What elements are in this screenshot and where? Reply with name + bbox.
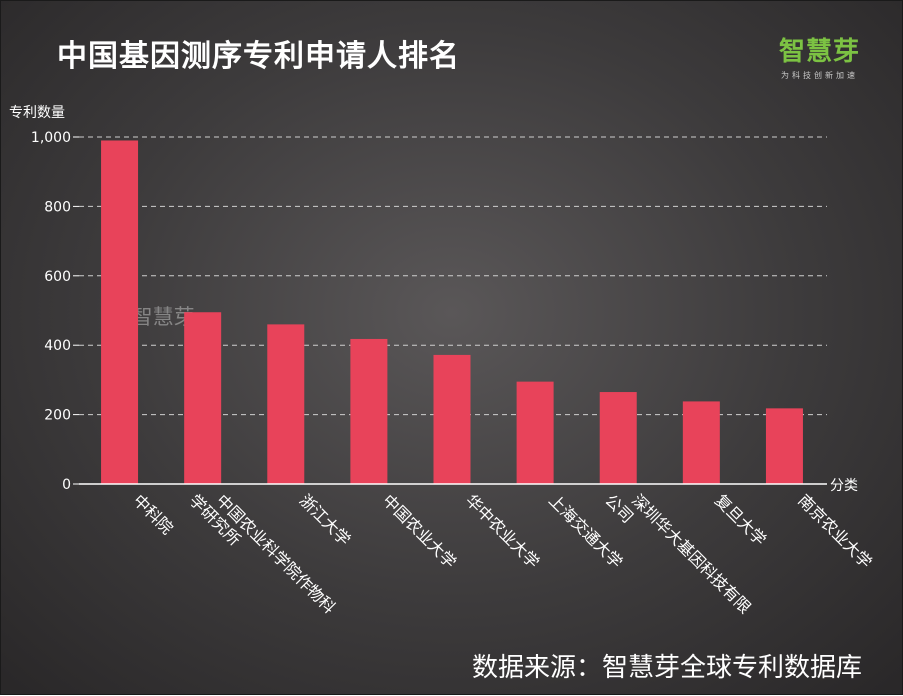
x-tick-label-line: 中国农业大学 [379,491,460,572]
y-tick-label: 600 [44,269,71,285]
x-tick-label: 华中农业大学 [462,491,543,572]
bars [101,140,803,484]
x-tick-label-line: 浙江大学 [296,491,355,550]
brand-name: 智慧芽 [778,37,860,67]
y-tick-label: 0 [62,477,71,493]
brand-slogan: 为科技创新加速 [780,71,858,80]
x-tick-label-line: 华中农业大学 [462,491,543,572]
x-tick-label: 中国农业大学 [379,491,460,572]
bar [765,408,803,484]
brand-logo: 智慧芽 为科技创新加速 [779,31,860,81]
bar [682,401,720,484]
bar [516,381,554,484]
y-axis-ticks: 0 200 400 600 800 1,000 [31,130,79,493]
data-source: 数据来源：智慧芽全球专利数据库 [471,653,862,683]
x-tick-label: 南京农业大学 [794,491,875,572]
bar [599,392,637,484]
x-tick-label-line: 复旦大学 [711,491,770,550]
bar [350,338,388,484]
bar [184,312,222,484]
bar [267,324,305,484]
x-axis-labels: 中科院 中国农业科学院作物科学研究所 浙江大学 中国农业大学 华中农业大学 上海交通大学深… [129,491,875,618]
x-tick-label-line: 南京农业大学 [794,491,875,572]
x-tick-label-line: 公司 [601,491,637,527]
chart-title: 中国基因测序专利申请人排名 [57,39,460,74]
x-tick-label: 中科院 [129,491,176,538]
x-axis-label: 分类 [830,478,858,494]
y-tick-label: 400 [44,338,71,354]
bar [433,354,471,484]
x-tick-label: 复旦大学 [711,491,770,550]
y-tick-label: 800 [44,199,71,215]
x-tick-label-line: 中科院 [129,491,176,538]
x-tick-label: 浙江大学 [296,491,355,550]
y-tick-label: 200 [44,408,71,424]
bar [101,140,139,484]
y-tick-label: 1,000 [31,130,71,146]
y-axis-label: 专利数量 [9,105,65,121]
